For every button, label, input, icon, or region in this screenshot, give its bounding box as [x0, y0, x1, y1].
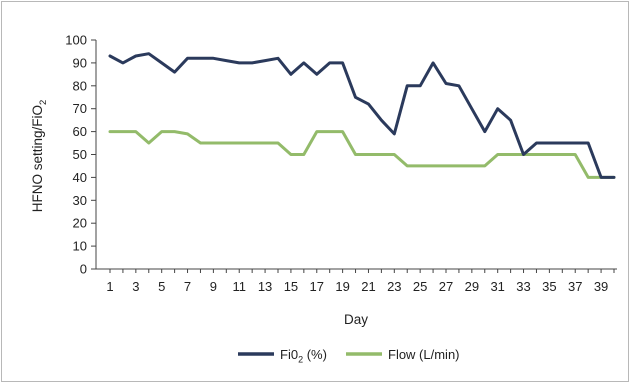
- y-tick-label: 0: [80, 262, 87, 277]
- y-axis-title-subscript: 2: [38, 100, 49, 105]
- y-tick-label: 50: [73, 147, 87, 162]
- y-axis-title-main: HFNO setting/FiO: [30, 105, 45, 212]
- y-tick-label: 60: [73, 124, 87, 139]
- x-tick-label: 5: [158, 279, 165, 294]
- legend: Fi02 (%) Flow (L/min): [238, 347, 460, 365]
- x-tick-label: 33: [516, 279, 530, 294]
- y-tick-label: 20: [73, 216, 87, 231]
- x-tick-label: 39: [594, 279, 608, 294]
- x-tick-label: 13: [258, 279, 272, 294]
- x-tick-label: 17: [310, 279, 324, 294]
- legend-label-fio2-main: Fi0: [280, 347, 298, 362]
- series-line-flow: [108, 130, 616, 179]
- x-tick-label: 15: [284, 279, 298, 294]
- y-axis-title: HFNO setting/FiO2: [30, 100, 49, 213]
- x-tick-label: 11: [232, 279, 246, 294]
- y-tick-label: 30: [73, 193, 87, 208]
- y-tick-label: 70: [73, 101, 87, 116]
- x-tick-label: 19: [335, 279, 349, 294]
- series-lines: [108, 52, 616, 179]
- x-tick-label: 29: [465, 279, 479, 294]
- x-tick-label: 21: [361, 279, 375, 294]
- legend-label-fio2-suffix: (%): [303, 347, 327, 362]
- x-axis: 1 3 5 7 9 11 13 15 17 19 21 23 25 27 29 31 33 35 37 39: [96, 268, 617, 294]
- series-line-fio2: [108, 52, 616, 179]
- x-tick-label: 35: [542, 279, 556, 294]
- legend-label-fio2-subscript: 2: [298, 355, 303, 365]
- legend-label-flow: Flow (L/min): [388, 347, 460, 362]
- x-tick-label: 7: [184, 279, 191, 294]
- y-tick-label: 100: [65, 33, 87, 48]
- x-tick-label: 31: [490, 279, 504, 294]
- x-tick-label: 1: [106, 279, 113, 294]
- x-tick-label: 9: [210, 279, 217, 294]
- x-tick-label: 37: [568, 279, 582, 294]
- x-axis-title: Day: [344, 312, 368, 327]
- y-tick-label: 10: [73, 239, 87, 254]
- y-tick-label: 80: [73, 78, 87, 93]
- x-tick-label: 27: [439, 279, 453, 294]
- y-axis: 0 10 20 30 40 50 60 70 80 90 100: [65, 33, 97, 277]
- x-tick-label: 3: [132, 279, 139, 294]
- y-tick-label: 90: [73, 55, 87, 70]
- x-tick-label: 25: [413, 279, 427, 294]
- y-tick-label: 40: [73, 170, 87, 185]
- legend-label-fio2: Fi02 (%): [280, 347, 327, 365]
- x-tick-label: 23: [387, 279, 401, 294]
